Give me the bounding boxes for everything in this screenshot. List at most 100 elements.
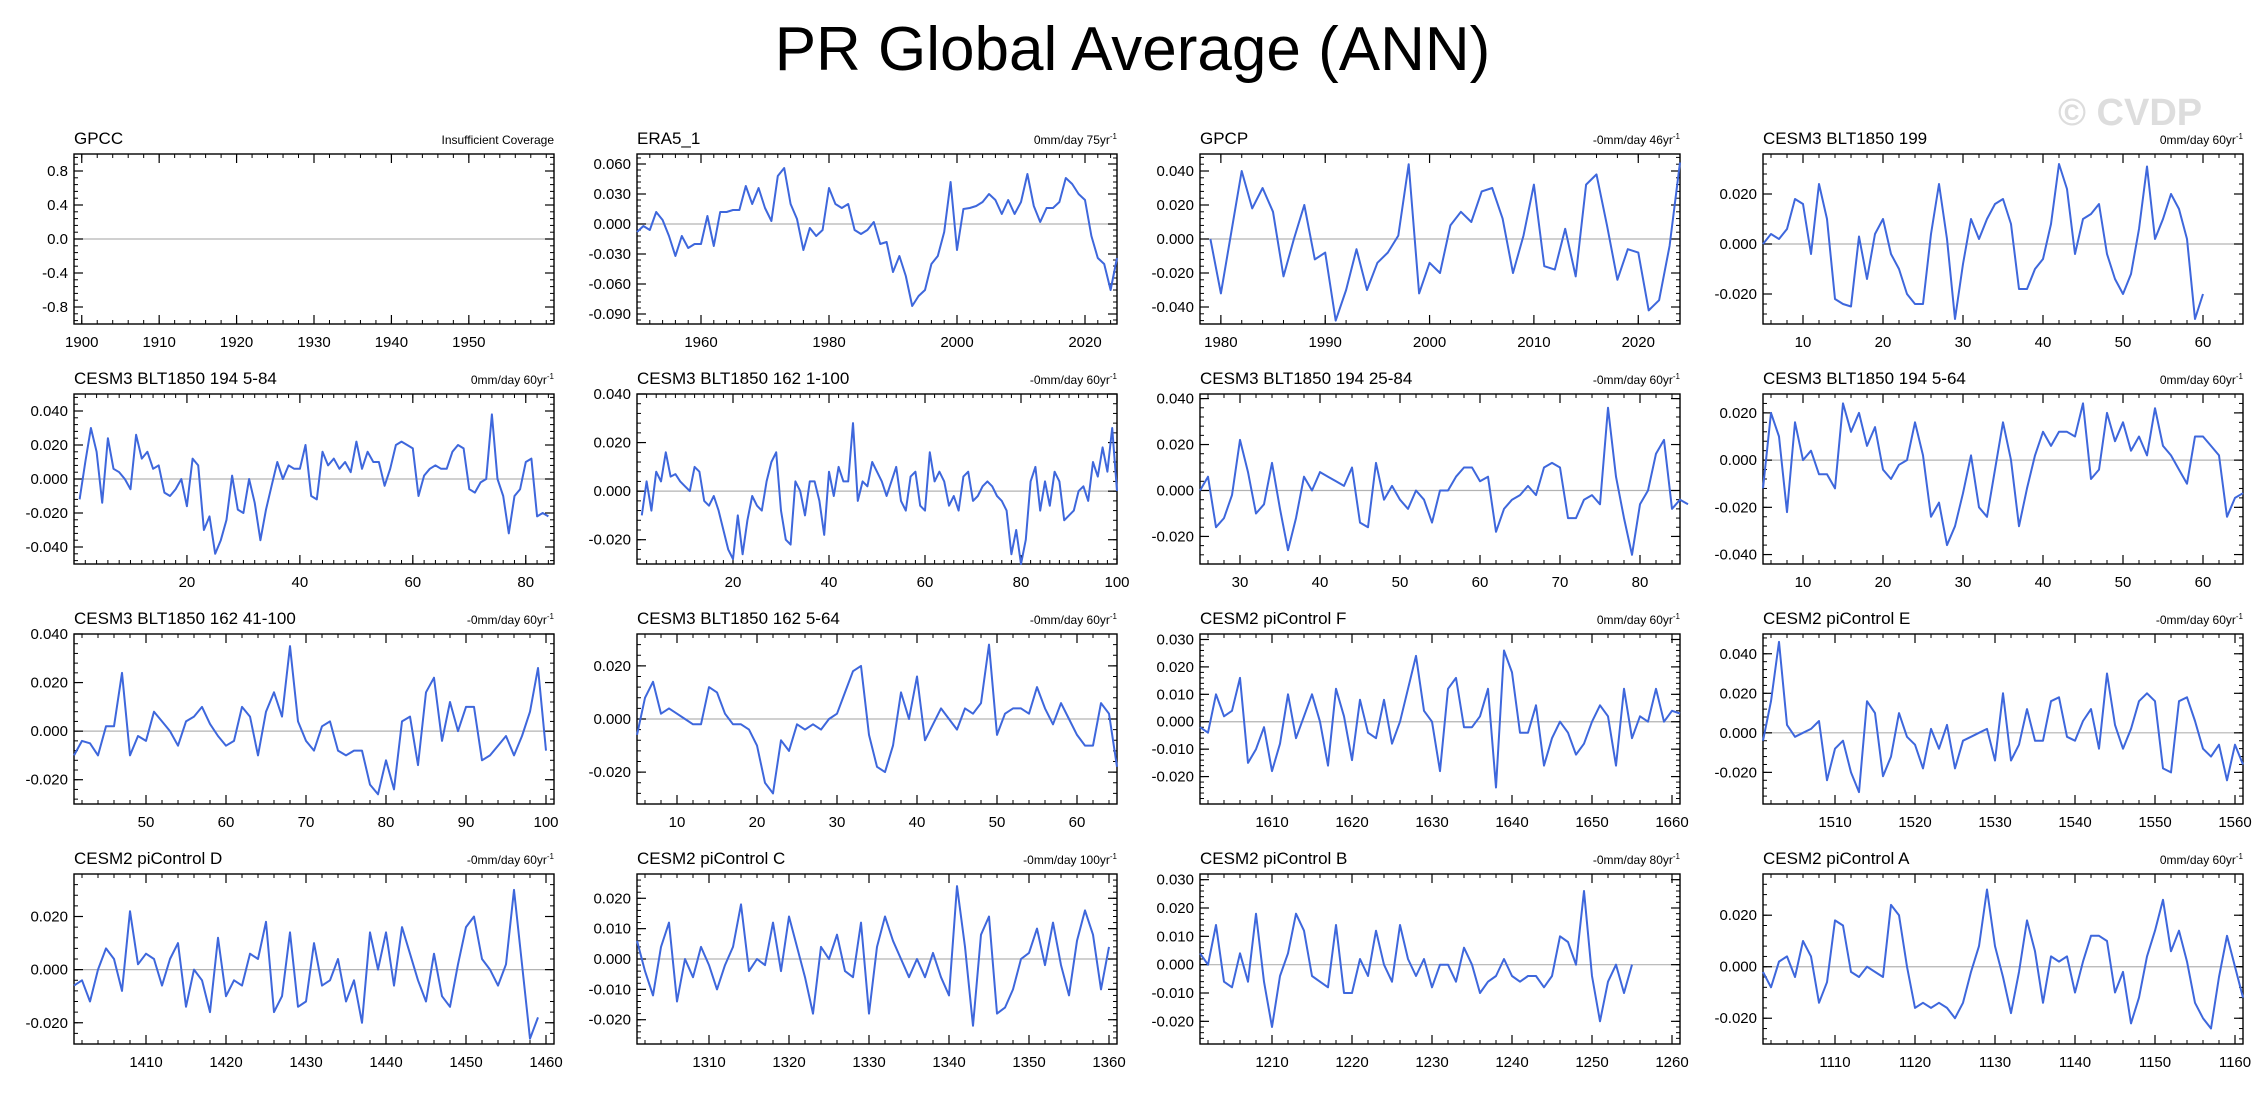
y-tick-label: 0.000	[593, 711, 631, 728]
y-tick-label: 0.040	[1719, 646, 1757, 663]
y-tick-label: 0.020	[1719, 907, 1757, 924]
panel-title: CESM3 BLT1850 162 5-64	[637, 609, 840, 628]
series-line	[73, 888, 539, 1040]
x-tick-label: 40	[821, 574, 838, 591]
trend-superscript: -1	[547, 612, 555, 621]
x-tick-label: 1440	[369, 1054, 402, 1071]
trend-superscript: -1	[1673, 852, 1681, 861]
y-tick-label: 0.020	[1156, 900, 1194, 917]
x-tick-label: 1520	[1898, 814, 1931, 831]
x-tick-label: 1630	[1415, 814, 1448, 831]
x-tick-label: 80	[378, 814, 395, 831]
panel-trend: Insufficient Coverage	[441, 133, 554, 147]
x-tick-label: 1920	[220, 334, 253, 351]
series-line	[1209, 162, 1681, 322]
x-tick-label: 1560	[2218, 814, 2251, 831]
panel-trend: -0mm/day 100yr-1	[1023, 852, 1117, 867]
x-tick-label: 10	[1795, 334, 1812, 351]
x-tick-label: 2010	[1517, 334, 1550, 351]
series-line	[636, 885, 1110, 1027]
chart-panel: CESM2 piControl F 0mm/day 60yr-1 1610 1620 1…	[1151, 609, 1688, 831]
panel-title: CESM2 piControl E	[1763, 609, 1910, 628]
x-tick-label: 1320	[772, 1054, 805, 1071]
x-tick-label: 1360	[1092, 1054, 1125, 1071]
series-line	[636, 167, 1118, 307]
x-tick-label: 1950	[452, 334, 485, 351]
x-tick-label: 1940	[375, 334, 408, 351]
y-tick-label: 0.020	[1719, 685, 1757, 702]
y-tick-label: 0.000	[593, 216, 631, 233]
panel-title: CESM2 piControl A	[1763, 849, 1910, 868]
x-tick-label: 1410	[129, 1054, 162, 1071]
x-tick-label: 1510	[1818, 814, 1851, 831]
y-tick-label: 0.010	[1156, 928, 1194, 945]
x-tick-label: 10	[669, 814, 686, 831]
x-tick-label: 20	[749, 814, 766, 831]
y-tick-label: 0.000	[30, 471, 68, 488]
x-tick-label: 1210	[1255, 1054, 1288, 1071]
trend-superscript: -1	[1110, 132, 1118, 141]
series-line	[1762, 163, 2204, 320]
panel-title: CESM2 piControl B	[1200, 849, 1347, 868]
x-tick-label: 2000	[1413, 334, 1446, 351]
y-tick-label: -0.020	[1151, 1013, 1194, 1030]
x-tick-label: 40	[2035, 574, 2052, 591]
y-tick-label: -0.020	[588, 532, 631, 549]
x-tick-label: 1910	[142, 334, 175, 351]
page-title: PR Global Average (ANN)	[774, 15, 1491, 84]
x-tick-label: 1960	[684, 334, 717, 351]
y-tick-label: -0.020	[1151, 265, 1194, 282]
y-tick-label: 0.040	[593, 386, 631, 403]
series-line	[1199, 406, 1689, 556]
trend-superscript: -1	[2236, 852, 2244, 861]
y-tick-label: 0.040	[30, 626, 68, 643]
chart-panel: CESM2 piControl E -0mm/day 60yr-1 1510 1520…	[1714, 609, 2251, 831]
chart-panel: CESM2 piControl C -0mm/day 100yr-1 1310 132…	[588, 849, 1125, 1071]
y-tick-label: 0.000	[1719, 452, 1757, 469]
trend-superscript: -1	[1110, 852, 1118, 861]
trend-superscript: -1	[1110, 612, 1118, 621]
y-tick-label: 0.010	[1156, 686, 1194, 703]
y-tick-label: -0.8	[42, 299, 68, 316]
y-tick-label: 0.020	[1719, 405, 1757, 422]
y-tick-label: 0.000	[1156, 957, 1194, 974]
x-tick-label: 80	[517, 574, 534, 591]
x-tick-label: 1330	[852, 1054, 885, 1071]
y-tick-label: 0.020	[593, 658, 631, 675]
x-tick-label: 60	[2195, 574, 2212, 591]
panel-trend: -0mm/day 46yr-1	[1593, 132, 1681, 147]
panel-title: CESM2 piControl D	[74, 849, 222, 868]
y-tick-label: -0.020	[25, 505, 68, 522]
series-line	[73, 645, 547, 796]
panel-trend: -0mm/day 80yr-1	[1593, 852, 1681, 867]
x-tick-label: 1460	[529, 1054, 562, 1071]
x-tick-label: 2000	[940, 334, 973, 351]
x-tick-label: 1540	[2058, 814, 2091, 831]
y-tick-label: -0.040	[1714, 547, 1757, 564]
x-tick-label: 10	[1795, 574, 1812, 591]
y-tick-label: 0.030	[1156, 872, 1194, 889]
series-line	[78, 413, 549, 555]
trend-superscript: -1	[2236, 132, 2244, 141]
y-tick-label: -0.040	[1151, 299, 1194, 316]
x-tick-label: 1900	[65, 334, 98, 351]
x-tick-label: 1640	[1495, 814, 1528, 831]
chart-panel: ERA5_1 0mm/day 75yr-1 1960 1980 2000 2020 -0.0…	[588, 129, 1118, 351]
chart-panel: GPCC Insufficient Coverage 1900 1910 1920 193…	[42, 129, 555, 351]
panel-title: GPCC	[74, 129, 123, 148]
y-tick-label: 0.000	[1719, 236, 1757, 253]
x-tick-label: 1420	[209, 1054, 242, 1071]
y-tick-label: 0.020	[30, 675, 68, 692]
x-tick-label: 1250	[1575, 1054, 1608, 1071]
chart-panel: CESM3 BLT1850 199 0mm/day 60yr-1 10 20 30 40 5…	[1714, 129, 2244, 351]
x-tick-label: 1350	[1012, 1054, 1045, 1071]
x-tick-label: 60	[1069, 814, 1086, 831]
x-tick-label: 1620	[1335, 814, 1368, 831]
x-tick-label: 1550	[2138, 814, 2171, 831]
x-tick-label: 30	[829, 814, 846, 831]
y-tick-label: -0.020	[1714, 764, 1757, 781]
watermark: © CVDP	[2058, 92, 2203, 134]
chart-panel: CESM3 BLT1850 162 1-100 -0mm/day 60yr-1 20…	[588, 369, 1129, 591]
y-tick-label: 0.040	[30, 403, 68, 420]
y-tick-label: -0.020	[1714, 1010, 1757, 1027]
